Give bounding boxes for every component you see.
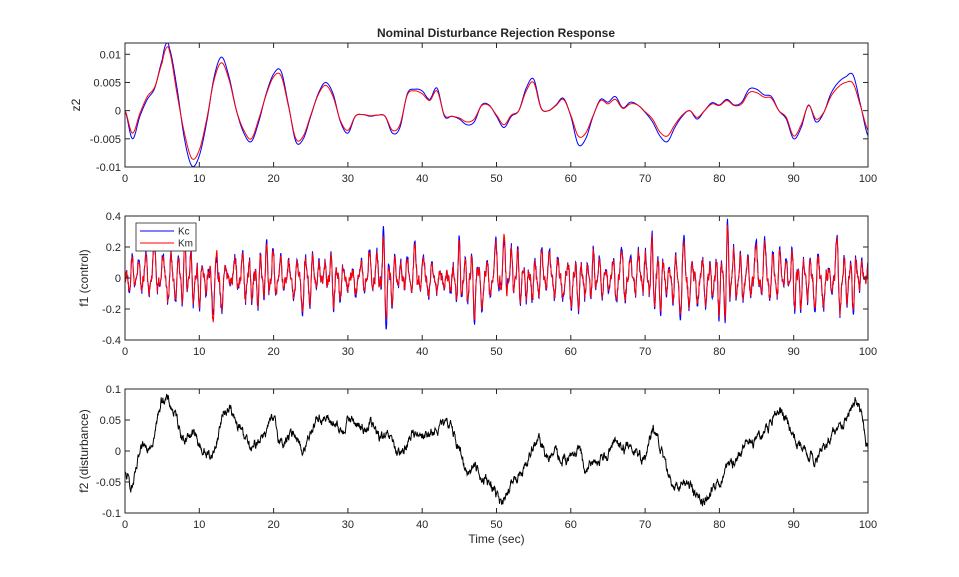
x-axis-label: Time (sec) (468, 532, 524, 546)
x-tick-label: 20 (267, 346, 279, 358)
y-axis-label: f1 (control) (77, 249, 91, 306)
y-axis-label: f2 (disturbance) (77, 409, 91, 492)
y-tick-label: -0.05 (96, 477, 121, 489)
x-tick-label: 80 (713, 173, 725, 185)
y-tick-label: -0.005 (90, 134, 121, 146)
x-tick-label: 60 (565, 173, 577, 185)
x-tick-label: 20 (267, 173, 279, 185)
x-tick-label: 70 (639, 519, 651, 531)
x-tick-label: 100 (859, 346, 877, 358)
x-tick-label: 30 (342, 519, 354, 531)
x-tick-label: 50 (490, 519, 502, 531)
x-tick-label: 10 (193, 173, 205, 185)
y-tick-label: 0.2 (106, 242, 121, 254)
x-tick-label: 50 (490, 173, 502, 185)
x-tick-label: 60 (565, 346, 577, 358)
plot-area (125, 43, 868, 167)
x-tick-label: 100 (859, 519, 877, 531)
x-tick-label: 80 (713, 519, 725, 531)
x-tick-label: 10 (193, 519, 205, 531)
legend-label-km: Km (178, 239, 193, 250)
y-tick-label: 0.005 (93, 77, 121, 89)
x-tick-label: 90 (788, 519, 800, 531)
x-tick-label: 100 (859, 173, 877, 185)
x-tick-label: 10 (193, 346, 205, 358)
x-tick-label: 20 (267, 519, 279, 531)
y-tick-label: -0.4 (102, 335, 121, 347)
y-tick-label: -0.2 (102, 304, 121, 316)
y-tick-label: 0.4 (106, 211, 121, 223)
x-tick-label: 40 (416, 346, 428, 358)
y-tick-label: 0.01 (100, 49, 121, 61)
legend-box (135, 222, 197, 252)
x-tick-label: 0 (122, 346, 128, 358)
series-group (125, 218, 868, 330)
y-tick-label: 0.05 (100, 415, 121, 427)
panel-f1-control: 0 10 20 30 40 50 60 70 80 90 100 -0.4 -0.2 0 0.2 0.4 f1 … (77, 211, 877, 358)
x-tick-label: 60 (565, 519, 577, 531)
y-tick-label: 0 (115, 273, 121, 285)
series-group (125, 393, 868, 507)
y-axis-label: z2 (69, 98, 83, 111)
x-tick-label: 50 (490, 346, 502, 358)
legend-label-kc: Kc (178, 227, 190, 238)
panel-z2: 0 10 20 30 40 50 60 70 80 90 100 -0.01 -0.005 0 0.005 0… (69, 42, 877, 185)
series-line-km (125, 224, 868, 323)
x-tick-label: 40 (416, 519, 428, 531)
x-tick-label: 30 (342, 173, 354, 185)
x-tick-label: 0 (122, 519, 128, 531)
x-tick-label: 30 (342, 346, 354, 358)
y-tick-label: 0 (115, 446, 121, 458)
panel-f2-disturbance: 0 10 20 30 40 50 60 70 80 90 100 -0.1 -0.05 0 0.05 0.1 f… (77, 384, 877, 546)
x-tick-label: 70 (639, 173, 651, 185)
x-tick-label: 40 (416, 173, 428, 185)
series-line-f2 (125, 393, 868, 507)
x-tick-label: 90 (788, 173, 800, 185)
x-tick-label: 90 (788, 346, 800, 358)
series-group (125, 43, 868, 167)
y-tick-label: 0 (115, 106, 121, 118)
x-tick-label: 0 (122, 173, 128, 185)
series-line-kc (125, 43, 868, 167)
x-tick-label: 70 (639, 346, 651, 358)
x-tick-label: 80 (713, 346, 725, 358)
plot-area (125, 216, 868, 340)
y-tick-label: 0.1 (106, 384, 121, 396)
series-line-km (125, 45, 868, 160)
y-tick-label: -0.1 (102, 508, 121, 520)
chart-title: Nominal Disturbance Rejection Response (377, 26, 615, 40)
y-tick-label: -0.01 (96, 162, 121, 174)
